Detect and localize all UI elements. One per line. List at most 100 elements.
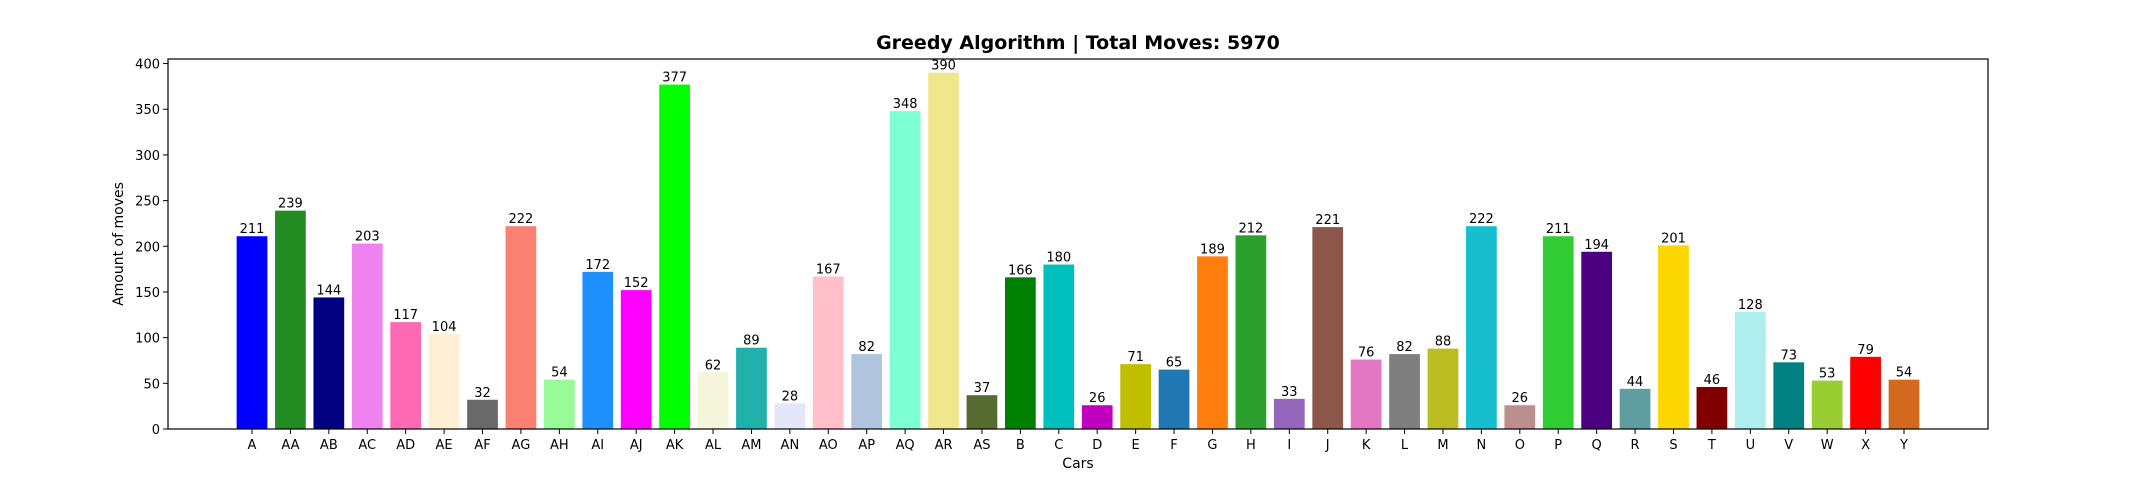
bar-u — [1734, 312, 1766, 429]
x-tick-label: AD — [396, 438, 415, 453]
bar-value-label: 33 — [1281, 385, 1298, 400]
y-tick-label: 350 — [135, 103, 160, 118]
x-tick-label: P — [1554, 438, 1562, 453]
bar-aa — [275, 210, 306, 429]
bar-value-label: 222 — [1469, 212, 1494, 227]
bar-value-label: 82 — [1396, 340, 1413, 355]
x-tick-label: AJ — [630, 438, 643, 453]
y-tick-label: 250 — [135, 195, 160, 210]
x-tick-label: R — [1631, 438, 1640, 453]
bar-value-label: 44 — [1627, 375, 1644, 390]
y-tick-label: 200 — [135, 240, 160, 255]
bar-value-label: 212 — [1238, 221, 1263, 236]
x-tick-label: K — [1362, 438, 1371, 453]
x-tick-label: X — [1861, 438, 1870, 453]
bar-value-label: 71 — [1127, 350, 1144, 365]
bar-value-label: 211 — [240, 222, 265, 237]
bar-value-label: 32 — [474, 386, 491, 401]
x-tick-label: W — [1821, 438, 1834, 453]
bar-i — [1273, 398, 1305, 429]
x-tick-label: J — [1325, 438, 1330, 453]
bar-ap — [851, 354, 883, 429]
bar-value-label: 166 — [1008, 263, 1033, 278]
bar-value-label: 26 — [1089, 391, 1106, 406]
bar-j — [1312, 227, 1344, 429]
x-tick-label: AM — [741, 438, 761, 453]
x-tick-label: L — [1401, 438, 1409, 453]
x-axis: A AA AB AC AD AE AF AG AH AI AJ AK AL AM AN AO AP AQ AR AS B… — [248, 429, 1908, 453]
y-tick-label: 400 — [135, 58, 160, 73]
bar-value-label: 189 — [1200, 242, 1225, 257]
bar-value-label: 201 — [1661, 231, 1686, 246]
y-tick-label: 0 — [152, 423, 160, 438]
x-tick-label: Q — [1592, 438, 1602, 453]
bar-a — [236, 236, 268, 429]
plot-frame — [167, 58, 1989, 430]
bar-aq — [889, 111, 921, 430]
bar-ah — [543, 379, 575, 429]
bar-value-label: 76 — [1358, 346, 1375, 361]
x-tick-label: E — [1132, 438, 1140, 453]
y-tick-label: 300 — [135, 149, 160, 164]
bar-value-label: 62 — [705, 358, 722, 373]
x-axis-label: Cars — [1062, 456, 1093, 472]
bar-x — [1850, 356, 1881, 429]
bar-value-label: 144 — [316, 283, 341, 298]
bar-c — [1043, 264, 1075, 429]
x-tick-label: C — [1054, 438, 1063, 453]
bar-ad — [390, 322, 422, 429]
bar-an — [774, 403, 806, 429]
x-tick-label: AN — [781, 438, 800, 453]
y-tick-label: 150 — [135, 286, 160, 301]
bar-y — [1888, 379, 1920, 429]
bar-value-label: 54 — [1896, 366, 1913, 381]
bar-value-label: 88 — [1435, 335, 1452, 350]
bar-value-label: 89 — [743, 334, 760, 349]
x-tick-label: AG — [512, 438, 531, 453]
bar-v — [1773, 362, 1805, 429]
bar-value-label: 203 — [355, 230, 380, 245]
x-tick-label: H — [1246, 438, 1256, 453]
bar-value-label: 26 — [1512, 391, 1529, 406]
x-tick-label: I — [1287, 438, 1291, 453]
x-tick-label: AI — [591, 438, 604, 453]
bar-value-label: 53 — [1819, 367, 1836, 382]
bar-value-label: 46 — [1704, 373, 1721, 388]
y-tick-label: 100 — [135, 332, 160, 347]
bar-e — [1120, 364, 1151, 429]
x-tick-label: T — [1707, 438, 1716, 453]
bar-value-label: 79 — [1857, 343, 1874, 358]
bar-b — [1005, 277, 1036, 429]
bar-value-label: 180 — [1046, 251, 1071, 266]
bar-h — [1235, 235, 1267, 429]
bar-ag — [505, 226, 537, 429]
bar-value-label: 104 — [432, 320, 457, 335]
x-tick-label: O — [1515, 438, 1525, 453]
bar-l — [1389, 354, 1420, 429]
bar-af — [467, 399, 498, 429]
x-tick-label: AH — [550, 438, 569, 453]
bar-ae — [428, 333, 460, 429]
bar-value-label: 239 — [278, 197, 303, 212]
bar-value-label: 221 — [1315, 213, 1340, 228]
bar-w — [1811, 380, 1843, 429]
bar-g — [1197, 256, 1228, 429]
x-tick-label: A — [248, 438, 257, 453]
bar-value-label: 172 — [585, 258, 610, 273]
bar-f — [1158, 369, 1190, 429]
bar-value-label: 152 — [624, 276, 649, 291]
x-tick-label: AA — [281, 438, 299, 453]
bar-m — [1427, 348, 1459, 429]
x-tick-label: AE — [436, 438, 453, 453]
x-tick-label: AP — [858, 438, 875, 453]
chart-title: Greedy Algorithm | Total Moves: 5970 — [876, 32, 1280, 54]
bar-k — [1350, 359, 1382, 429]
x-tick-label: AC — [358, 438, 376, 453]
bar-o — [1504, 405, 1536, 429]
x-tick-label: AF — [474, 438, 490, 453]
bar-value-label: 222 — [509, 212, 534, 227]
x-tick-label: AK — [666, 438, 684, 453]
bar-al — [697, 372, 729, 429]
bar-value-label: 73 — [1780, 348, 1797, 363]
x-tick-label: D — [1092, 438, 1102, 453]
